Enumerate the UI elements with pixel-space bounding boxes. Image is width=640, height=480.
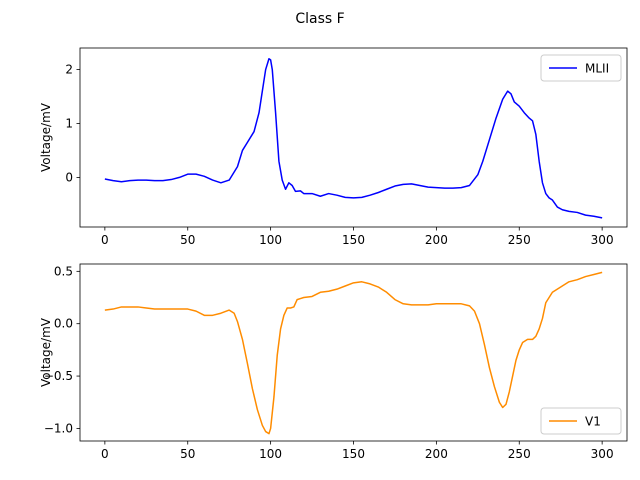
legend-box <box>540 54 622 82</box>
x-tick-label: 300 <box>591 447 614 461</box>
x-tick-label: 100 <box>259 233 282 247</box>
x-tick-label: 200 <box>425 447 448 461</box>
x-tick-label: 50 <box>180 447 195 461</box>
x-tick-label: 250 <box>508 447 531 461</box>
legend-box <box>540 407 622 435</box>
series-line-v1 <box>104 271 603 435</box>
legend-label-mlii: MLII <box>585 62 609 76</box>
y-tick-label: −0.5 <box>44 369 73 383</box>
y-tick-label: 0.5 <box>54 264 73 278</box>
panel-v1: 0 50 100 150 200 250 300 −1.0 −0.5 0.0 0.5 Voltage/… <box>39 263 628 461</box>
legend-label-v1: V1 <box>585 415 601 429</box>
legend: V1 <box>540 407 622 435</box>
series-line-mlii <box>104 58 603 219</box>
legend: MLII <box>540 54 622 82</box>
chart-title: Class F <box>295 11 344 27</box>
y-tick-label: 0.0 <box>54 317 73 331</box>
x-tick-label: 0 <box>101 447 109 461</box>
y-tick-label: −1.0 <box>44 421 73 435</box>
x-tick-label: 150 <box>342 447 365 461</box>
y-axis-label: Voltage/mV <box>39 317 53 387</box>
x-tick-label: 0 <box>101 233 109 247</box>
x-tick-label: 50 <box>180 233 195 247</box>
x-tick-label: 300 <box>591 233 614 247</box>
x-tick-label: 200 <box>425 233 448 247</box>
panel-mlii: 0 50 100 150 200 250 300 0 1 2 Voltage/mV MLII <box>39 47 628 247</box>
x-tick-label: 150 <box>342 233 365 247</box>
y-tick-label: 0 <box>65 170 73 184</box>
x-tick-label: 100 <box>259 447 282 461</box>
x-tick-label: 250 <box>508 233 531 247</box>
y-tick-label: 2 <box>65 63 73 77</box>
y-axis-label: Voltage/mV <box>39 102 53 172</box>
y-tick-label: 1 <box>65 116 73 130</box>
